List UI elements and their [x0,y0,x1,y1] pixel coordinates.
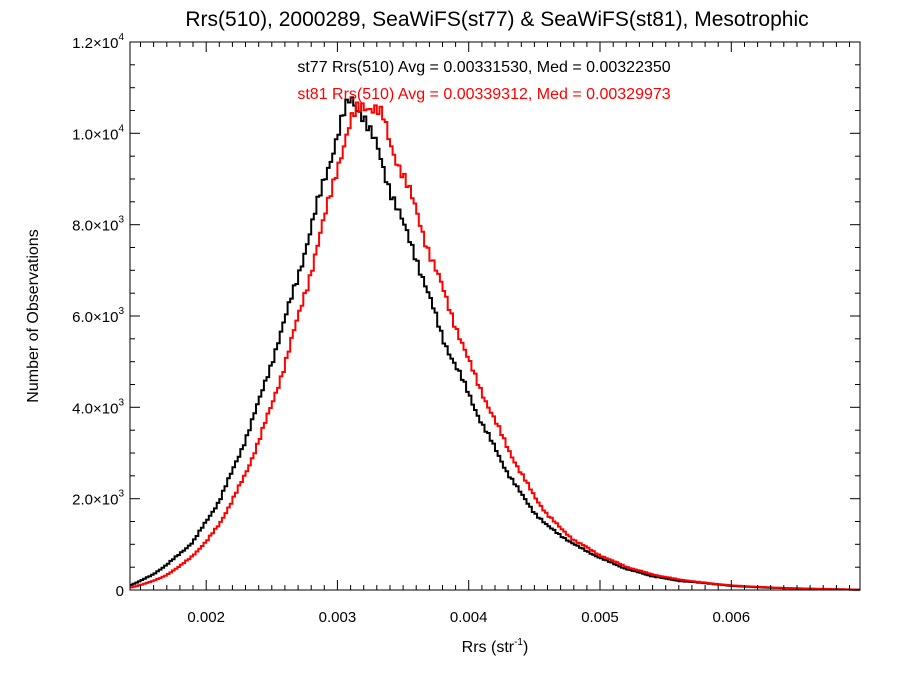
y-tick-label: 0 [116,583,124,600]
legend-entry-st77: st77 Rrs(510) Avg = 0.00331530, Med = 0.… [297,59,670,76]
legend-entry-st81: st81 Rrs(510) Avg = 0.00339312, Med = 0.… [297,86,670,103]
x-axis-label-layer: Rrs (str-1) [462,637,529,656]
x-tick-label: 0.006 [713,609,751,626]
y-axis-label-layer: Number of Observations [25,229,42,402]
y-tick-label: 4.0×103 [72,397,124,417]
series-line-st81 [130,101,860,591]
x-tick-label: 0.004 [450,609,488,626]
y-tick-label: 1.2×104 [72,32,124,52]
series-layer [130,96,860,591]
y-tick-label: 2.0×103 [72,489,124,509]
x-tick-label: 0.003 [319,609,357,626]
chart-title: Rrs(510), 2000289, SeaWiFS(st77) & SeaWi… [185,8,808,31]
x-axis-label: Rrs (str-1) [462,637,529,656]
legend: st77 Rrs(510) Avg = 0.00331530, Med = 0.… [297,59,670,103]
y-tick-label: 1.0×104 [72,123,124,143]
x-tick-label: 0.005 [581,609,619,626]
y-axis-label: Number of Observations [25,229,42,402]
y-tick-label: 8.0×103 [72,215,124,235]
y-tick-label: 6.0×103 [72,306,124,326]
x-tick-label: 0.002 [187,609,225,626]
tick-layer: 0.002 0.003 0.004 0.005 0.006 0 2.0×103 4.0×103… [72,32,860,626]
